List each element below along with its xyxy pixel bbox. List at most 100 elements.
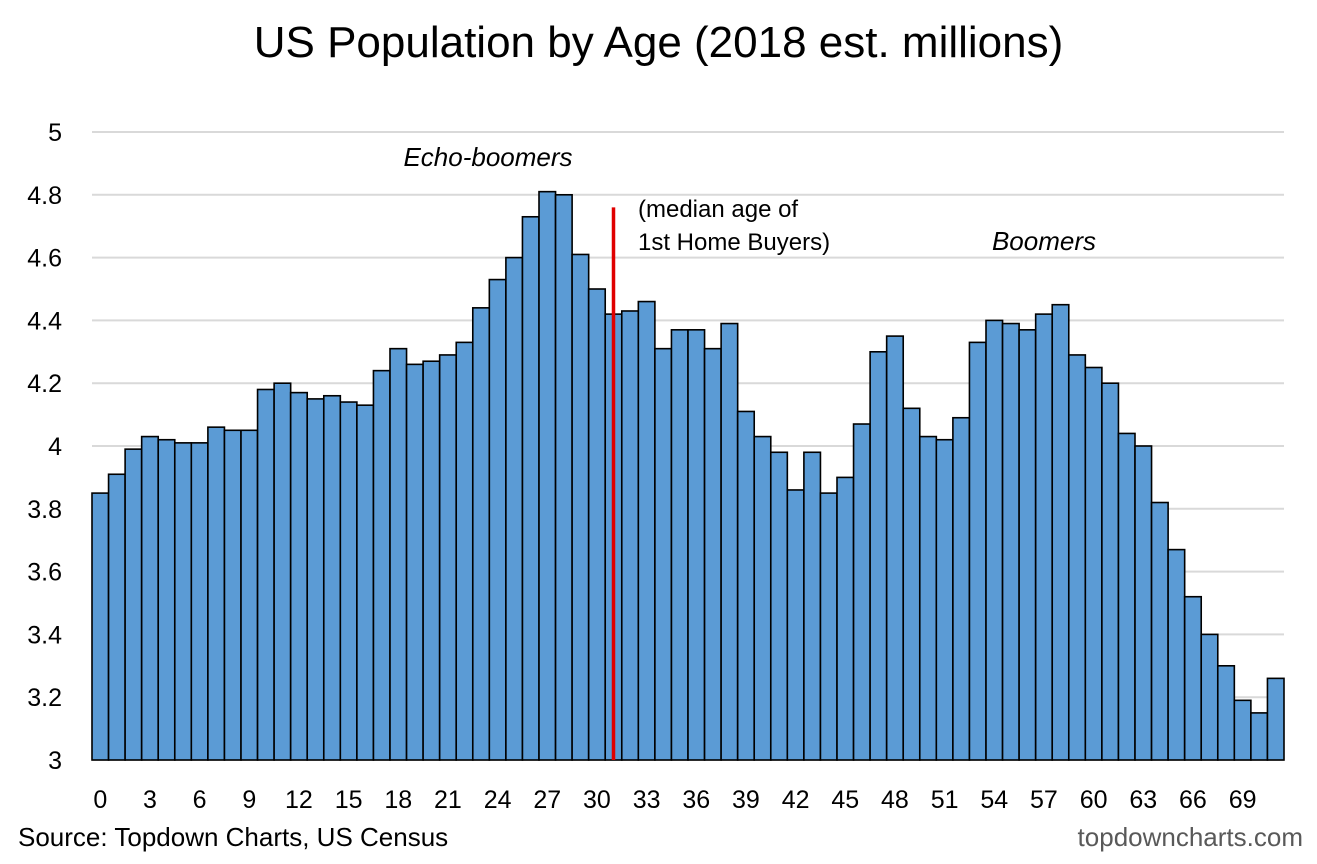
bar-age-6 <box>190 442 209 761</box>
bar-age-36 <box>687 329 706 761</box>
x-tick-label: 6 <box>193 786 207 814</box>
x-tick-label: 63 <box>1129 786 1157 814</box>
y-tick-label: 3.4 <box>27 621 62 649</box>
bar-age-58 <box>1051 303 1070 761</box>
source-note: Source: Topdown Charts, US Census <box>18 822 449 852</box>
bar-age-51 <box>935 438 954 761</box>
bar-age-3 <box>140 435 160 761</box>
x-tick-label: 48 <box>881 786 909 814</box>
bar-age-29 <box>571 253 590 761</box>
x-tick-label: 12 <box>285 786 313 814</box>
bar-age-8 <box>223 429 242 761</box>
bar-age-28 <box>554 194 573 761</box>
bar-age-9 <box>240 429 259 761</box>
bar-age-38 <box>720 322 739 761</box>
bar-age-37 <box>703 347 722 761</box>
x-tick-label: 33 <box>633 786 661 814</box>
bar-age-41 <box>769 451 789 761</box>
chart-title: US Population by Age (2018 est. millions… <box>253 18 1064 67</box>
x-tick-label: 18 <box>384 786 412 814</box>
bar-age-67 <box>1200 633 1219 761</box>
bar-age-50 <box>918 435 938 761</box>
bar-age-22 <box>455 341 474 761</box>
y-tick-label: 3 <box>48 747 62 775</box>
bar-age-33 <box>637 300 656 761</box>
x-tick-label: 15 <box>335 786 363 814</box>
y-tick-label: 3.8 <box>27 496 62 524</box>
bar-age-5 <box>173 442 193 761</box>
bar-age-24 <box>488 278 507 761</box>
bar-age-27 <box>538 190 557 761</box>
bar-age-35 <box>670 329 689 761</box>
bar-age-10 <box>256 388 275 761</box>
y-tick-label: 4.8 <box>27 182 62 210</box>
x-tick-label: 27 <box>533 786 561 814</box>
x-tick-label: 30 <box>583 786 611 814</box>
bar-age-25 <box>505 256 524 761</box>
bars <box>91 190 1285 761</box>
bar-age-60 <box>1084 366 1103 761</box>
bar-age-45 <box>836 476 855 761</box>
bar-age-62 <box>1117 432 1136 761</box>
x-tick-label: 69 <box>1229 786 1257 814</box>
bar-age-54 <box>985 319 1004 761</box>
bar-age-40 <box>753 435 772 761</box>
bar-age-64 <box>1150 501 1169 761</box>
bar-age-20 <box>422 360 441 761</box>
x-tick-label: 66 <box>1179 786 1207 814</box>
y-tick-label: 5 <box>48 119 62 147</box>
bar-age-26 <box>521 215 540 761</box>
x-tick-label: 36 <box>682 786 710 814</box>
bar-age-4 <box>157 438 176 761</box>
bar-age-17 <box>372 369 391 761</box>
bar-age-47 <box>869 350 888 761</box>
site-watermark: topdowncharts.com <box>1077 822 1303 852</box>
x-tick-label: 0 <box>93 786 107 814</box>
bar-age-14 <box>322 394 342 761</box>
bar-age-48 <box>885 335 905 761</box>
y-tick-label: 3.2 <box>27 684 62 712</box>
bar-age-61 <box>1101 382 1120 761</box>
bar-age-53 <box>968 341 987 761</box>
y-tick-label: 4.4 <box>27 307 62 335</box>
median-age-label-line1: (median age of <box>638 196 798 223</box>
x-tick-label: 9 <box>242 786 256 814</box>
bar-age-57 <box>1034 313 1054 761</box>
y-tick-label: 4.6 <box>27 245 62 273</box>
bar-age-39 <box>736 410 756 761</box>
bar-age-49 <box>902 407 921 761</box>
bar-age-59 <box>1067 354 1087 761</box>
bar-age-63 <box>1134 445 1153 761</box>
bar-age-1 <box>107 473 126 761</box>
bar-age-70 <box>1250 712 1269 761</box>
bar-age-42 <box>786 489 805 761</box>
bar-age-69 <box>1233 699 1252 761</box>
x-tick-label: 24 <box>484 786 512 814</box>
bar-age-23 <box>471 307 491 761</box>
x-tick-label: 42 <box>782 786 810 814</box>
bar-age-7 <box>207 426 226 761</box>
median-age-label-line2: 1st Home Buyers) <box>638 229 830 256</box>
y-tick-label: 4 <box>48 433 62 461</box>
bar-age-65 <box>1167 548 1186 761</box>
x-tick-label: 57 <box>1030 786 1058 814</box>
bar-age-71 <box>1266 677 1285 761</box>
bar-age-13 <box>306 398 325 761</box>
bar-age-0 <box>91 492 110 761</box>
bar-age-11 <box>273 382 292 761</box>
y-tick-label: 3.6 <box>27 559 62 587</box>
bar-age-30 <box>587 288 607 761</box>
bar-age-2 <box>124 448 143 761</box>
bar-age-46 <box>852 423 871 761</box>
y-axis-ticks: 3 3.2 3.4 3.6 3.8 4 4.2 4.4 4.6 4.8 5 <box>27 119 62 775</box>
bar-age-55 <box>1001 322 1020 761</box>
bar-age-43 <box>803 451 822 761</box>
x-tick-label: 39 <box>732 786 760 814</box>
x-tick-label: 21 <box>434 786 462 814</box>
x-tick-label: 3 <box>143 786 157 814</box>
x-tick-label: 54 <box>980 786 1008 814</box>
bar-age-34 <box>654 347 673 761</box>
bar-age-18 <box>389 347 408 761</box>
bar-age-68 <box>1216 664 1236 761</box>
